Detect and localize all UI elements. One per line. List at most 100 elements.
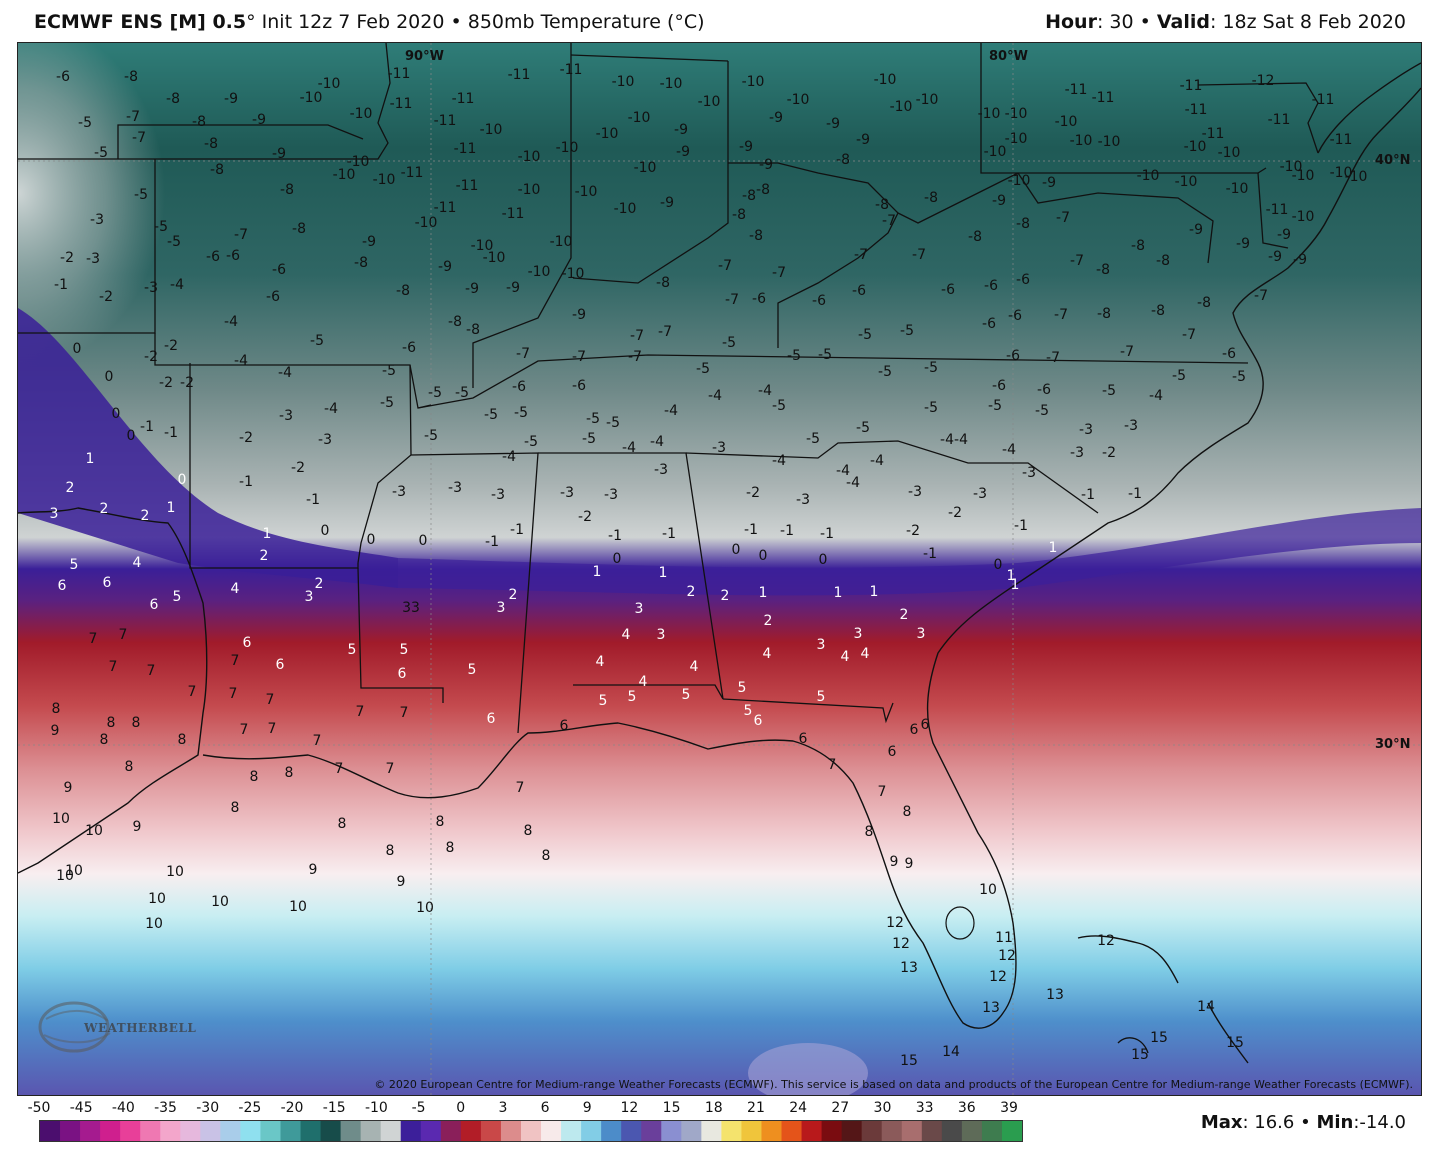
temperature-value-label: -9: [1268, 249, 1282, 265]
colorbar-swatch: [300, 1121, 322, 1141]
temperature-value-label: -10: [1218, 145, 1241, 161]
temperature-value-label: 5: [682, 687, 691, 703]
temperature-value-label: -1: [662, 526, 676, 542]
temperature-value-label: -8: [836, 152, 850, 168]
colorbar-swatch: [480, 1121, 502, 1141]
temperature-value-label: -10: [1005, 106, 1028, 122]
temperature-value-label: -1: [306, 492, 320, 508]
temperature-value-label: -8: [1151, 303, 1165, 319]
temperature-value-label: 1: [759, 585, 768, 601]
temperature-value-label: -6: [402, 340, 416, 356]
colorbar-swatch: [340, 1121, 362, 1141]
temperature-value-label: 4: [622, 627, 631, 643]
temperature-value-label: -2: [144, 349, 158, 365]
temperature-value-label: -5: [606, 415, 620, 431]
temperature-value-label: 6: [754, 713, 763, 729]
temperature-value-label: -3: [604, 487, 618, 503]
temperature-value-label: -10: [874, 72, 897, 88]
temperature-value-label: 8: [903, 804, 912, 820]
temperature-value-label: -8: [210, 162, 224, 178]
temperature-value-label: -4: [664, 403, 678, 419]
temperature-value-label: -7: [132, 130, 146, 146]
temperature-value-label: -10: [634, 160, 657, 176]
temperature-value-label: 10: [166, 864, 184, 880]
temperature-value-label: -10: [628, 110, 651, 126]
temperature-value-label: -1: [1014, 518, 1028, 534]
temperature-value-label: -10: [556, 140, 579, 156]
temperature-value-label: -9: [572, 307, 586, 323]
field-name: 850mb Temperature (°C): [467, 11, 705, 33]
temperature-value-label: -7: [628, 349, 642, 365]
colorbar-swatch: [320, 1121, 342, 1141]
temperature-value-label: 7: [313, 733, 322, 749]
colorbar-swatch: [761, 1121, 783, 1141]
colorbar-swatch: [681, 1121, 702, 1141]
temperature-value-label: 10: [979, 882, 997, 898]
temperature-value-label: -10: [596, 126, 619, 142]
temperature-value-label: -10: [483, 250, 506, 266]
temperature-value-label: -11: [434, 200, 457, 216]
temperature-value-label: -9: [856, 132, 870, 148]
temperature-value-label: -11: [508, 67, 531, 83]
temperature-value-label: 15: [1131, 1047, 1149, 1063]
colorbar-tick-label: 18: [704, 1100, 723, 1116]
temperature-value-label: -3: [1079, 422, 1093, 438]
temperature-value-label: 5: [599, 693, 608, 709]
temperature-value-label: -3: [712, 440, 726, 456]
colorbar-tick-label: -50: [27, 1100, 51, 1116]
temperature-value-label: -8: [749, 228, 763, 244]
temperature-value-label: -10: [978, 106, 1001, 122]
colorbar-swatch: [1001, 1121, 1022, 1141]
temperature-value-label: -6: [1006, 348, 1020, 364]
temperature-value-label: -10: [1184, 139, 1207, 155]
temperature-value-label: 6: [910, 722, 919, 738]
colorbar-swatch: [400, 1121, 422, 1141]
colorbar-swatch: [801, 1121, 823, 1141]
temperature-value-label: -1: [780, 523, 794, 539]
temperature-value-label: -5: [424, 428, 438, 444]
temperature-value-label: -5: [1035, 403, 1049, 419]
temperature-value-label: -5: [94, 145, 108, 161]
temperature-value-label: -6: [56, 69, 70, 85]
temperature-value-label: 13: [982, 1000, 1000, 1016]
temperature-value-label: -1: [1081, 487, 1095, 503]
temperature-value-label: -3: [279, 408, 293, 424]
temperature-value-label: -10: [660, 76, 683, 92]
temperature-value-label: -7: [126, 109, 140, 125]
max-label: Max: [1200, 1112, 1243, 1133]
temperature-value-label: -2: [948, 505, 962, 521]
temperature-value-label: -5: [696, 361, 710, 377]
temperature-value-label: 6: [921, 717, 930, 733]
temperature-value-label: 8: [542, 848, 551, 864]
temperature-value-label: -6: [272, 262, 286, 278]
temperature-value-label: -5: [772, 398, 786, 414]
lat-label: 30°N: [1375, 737, 1411, 752]
separator: •: [1300, 1112, 1311, 1133]
temperature-value-label: -10: [1280, 159, 1303, 175]
colorbar-tick-label: 24: [789, 1100, 808, 1116]
temperature-value-label: -5: [806, 431, 820, 447]
temperature-value-label: 6: [487, 711, 496, 727]
temperature-value-label: 1: [167, 500, 176, 516]
temperature-value-label: -8: [732, 207, 746, 223]
temperature-value-label: 5: [738, 680, 747, 696]
temperature-map: -6 -8 -10 -11 -8 -9 -10 -11 -11 -11 -11 -10 -10 -10 -1…: [17, 42, 1422, 1096]
temperature-value-label: 7: [147, 663, 156, 679]
temperature-value-label: -8: [124, 69, 138, 85]
temperature-value-label: -10: [1008, 173, 1031, 189]
temperature-value-label: 1: [659, 565, 668, 581]
colorbar-swatch: [520, 1121, 542, 1141]
temperature-value-label: -5: [380, 395, 394, 411]
temperature-value-label: -6: [992, 378, 1006, 394]
temperature-value-label: 0: [819, 552, 828, 568]
colorbar-tick-label: -10: [364, 1100, 388, 1116]
temperature-value-label: 9: [64, 780, 73, 796]
weatherbell-logo: WEATHERBELL: [38, 997, 196, 1057]
colorbar-tick-label: -40: [111, 1100, 135, 1116]
temperature-value-label: -7: [1120, 344, 1134, 360]
temperature-value-label: -9: [1293, 252, 1307, 268]
temperature-value-label: 5: [173, 589, 182, 605]
colorbar-swatch: [200, 1121, 221, 1141]
temperature-value-label: 15: [1226, 1035, 1244, 1051]
valid-value: : 18z Sat 8 Feb 2020: [1210, 11, 1406, 33]
